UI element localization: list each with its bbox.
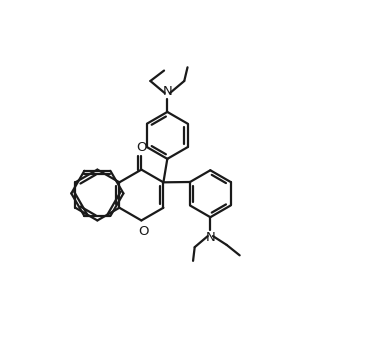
Text: N: N <box>163 85 172 98</box>
Text: N: N <box>205 231 215 244</box>
Text: O: O <box>138 225 148 238</box>
Text: O: O <box>136 141 147 154</box>
